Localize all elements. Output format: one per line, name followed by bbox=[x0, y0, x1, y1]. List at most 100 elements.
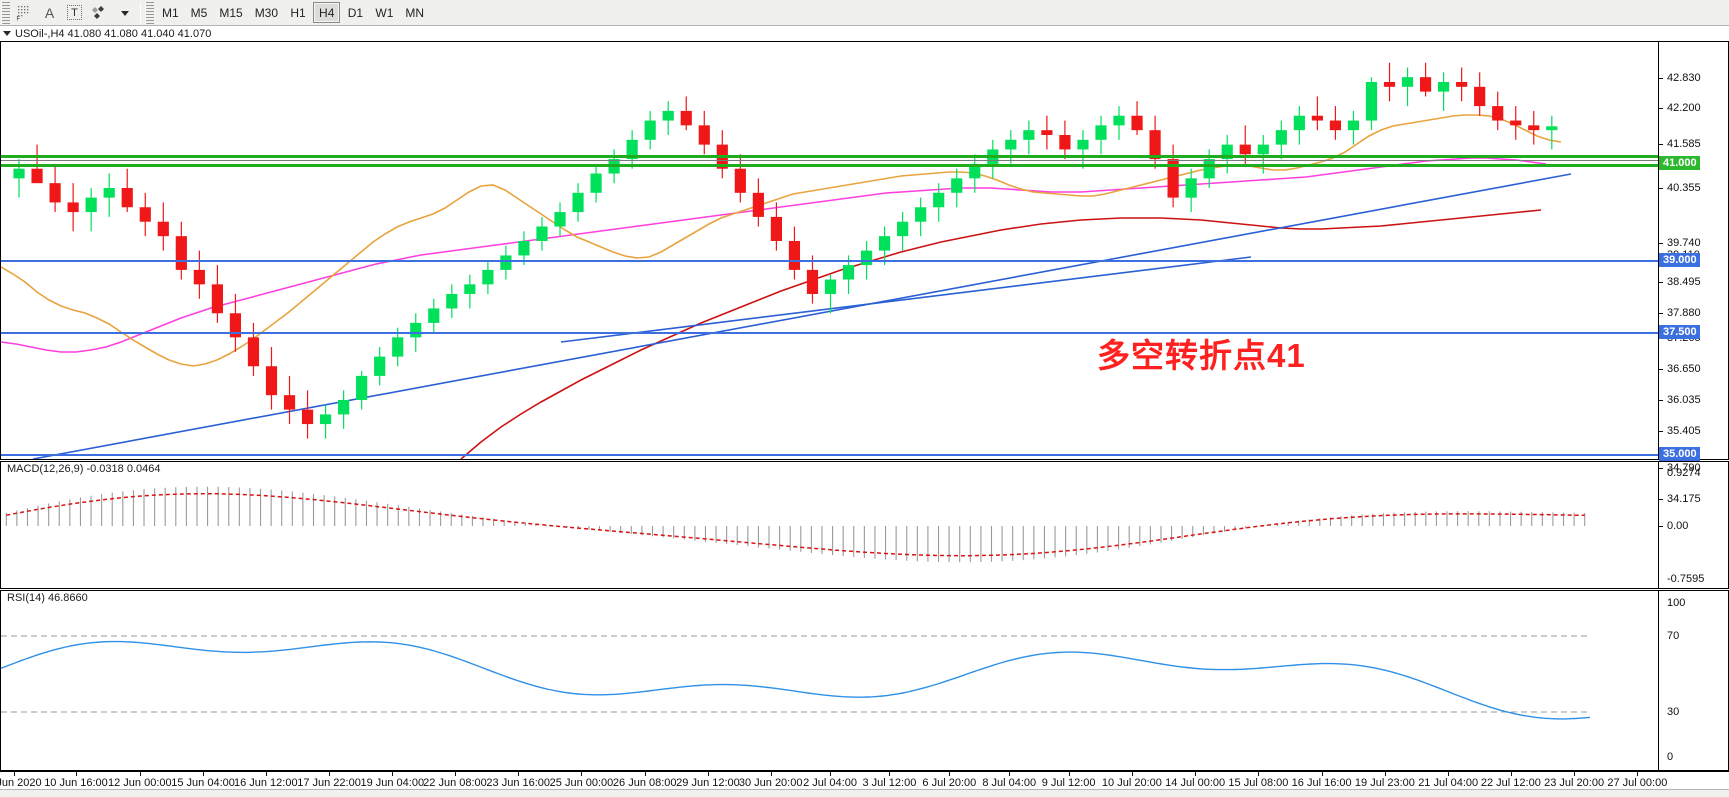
candle-body bbox=[31, 168, 43, 184]
candle-body bbox=[626, 139, 638, 160]
candle-body bbox=[698, 125, 710, 145]
candle-body bbox=[554, 212, 566, 227]
rsi-tick: 0 bbox=[1667, 751, 1674, 763]
timeframe-mn[interactable]: MN bbox=[405, 5, 425, 20]
candle-body bbox=[13, 168, 25, 179]
level-line-current-price bbox=[1, 160, 1658, 161]
candle-body bbox=[1095, 125, 1107, 140]
candle-body bbox=[644, 120, 656, 140]
timeframe-h1[interactable]: H1 bbox=[290, 5, 306, 20]
timeframe-m1[interactable]: M1 bbox=[162, 5, 179, 20]
candle-body bbox=[464, 284, 476, 294]
trendline-ascending bbox=[32, 173, 1572, 459]
candle-body bbox=[572, 192, 584, 213]
price-tag-39000: 39.000 bbox=[1659, 253, 1700, 267]
macd-tick: -0.7595 bbox=[1667, 573, 1705, 585]
time-axis-label: 30 Jun 20:00 bbox=[738, 777, 803, 789]
time-axis-label: 2 Jul 04:00 bbox=[803, 777, 857, 789]
collapse-chevron-icon[interactable] bbox=[3, 31, 11, 36]
timeframe-m5[interactable]: M5 bbox=[190, 5, 208, 20]
price-tick: 40.355 bbox=[1658, 182, 1701, 194]
rsi-axis-background bbox=[1658, 591, 1728, 770]
candle-body bbox=[1365, 81, 1378, 121]
timeframe-m30[interactable]: M30 bbox=[254, 5, 279, 20]
rsi-tick: 70 bbox=[1667, 630, 1680, 642]
rsi-axis: 100 70 30 0 bbox=[1658, 591, 1728, 770]
candle-body bbox=[1419, 77, 1432, 92]
time-axis-label: 9 Jun 2020 bbox=[0, 777, 42, 789]
time-tick-mark bbox=[139, 772, 141, 776]
time-axis-label: 14 Jul 00:00 bbox=[1165, 777, 1226, 789]
candle-body bbox=[356, 375, 368, 400]
level-line-37500 bbox=[1, 332, 1658, 334]
time-tick-mark bbox=[949, 772, 951, 776]
price-axis[interactable]: 42.830 42.200 41.585 40.355 39.740 39.11… bbox=[1658, 42, 1728, 505]
candle-body bbox=[49, 183, 61, 203]
candle-body bbox=[897, 221, 909, 237]
candle-body bbox=[1185, 178, 1197, 198]
candle-body bbox=[1113, 115, 1125, 126]
price-tick: 36.650 bbox=[1658, 363, 1701, 375]
time-tick-mark bbox=[76, 772, 77, 776]
candle-body bbox=[121, 187, 133, 208]
candle-body bbox=[1456, 81, 1468, 87]
candle-body bbox=[879, 236, 891, 251]
time-tick-mark bbox=[1009, 772, 1011, 776]
candle-body bbox=[1167, 159, 1179, 198]
candle-body bbox=[247, 337, 260, 367]
time-tick-mark bbox=[1321, 772, 1323, 776]
price-plot-area[interactable] bbox=[1, 42, 1728, 459]
macd-plot-area[interactable] bbox=[1, 462, 1728, 588]
candle-body bbox=[139, 207, 151, 222]
svg-text:F: F bbox=[17, 17, 21, 22]
time-tick-mark bbox=[329, 772, 331, 776]
dropdown-arrow-icon[interactable] bbox=[113, 2, 136, 24]
time-tick-mark bbox=[454, 772, 456, 776]
candle-body bbox=[770, 216, 782, 241]
toolbar-grip-1[interactable] bbox=[1, 1, 10, 24]
toolbar-grip-2[interactable] bbox=[145, 1, 154, 24]
time-axis-label: 6 Jul 20:00 bbox=[922, 777, 977, 789]
time-axis-label: 19 Jun 04:00 bbox=[360, 777, 425, 789]
symbol-info-bar: USOil-,H4 41.080 41.080 41.040 41.070 bbox=[0, 27, 1729, 40]
time-axis-label: 29 Jun 12:00 bbox=[676, 777, 740, 789]
macd-indicator-panel[interactable]: MACD(12,26,9) -0.0318 0.0464 0.9274 0.00… bbox=[0, 461, 1729, 589]
price-tick: 42.830 bbox=[1658, 72, 1701, 84]
candle-body bbox=[824, 279, 837, 294]
candle-body bbox=[933, 192, 945, 208]
crosshair-icon[interactable]: F bbox=[13, 2, 36, 24]
candle-body bbox=[1474, 86, 1486, 107]
time-tick-mark bbox=[518, 772, 520, 776]
candlestick-series bbox=[13, 62, 1558, 439]
candle-body bbox=[301, 409, 314, 425]
time-axis-label: 10 Jul 20:00 bbox=[1101, 777, 1162, 789]
time-axis-label: 10 Jun 16:00 bbox=[44, 777, 108, 789]
timeframe-h4[interactable]: H4 bbox=[313, 2, 341, 23]
candle-body bbox=[1257, 144, 1269, 155]
time-tick-mark bbox=[203, 772, 205, 776]
time-tick-mark bbox=[1574, 772, 1576, 776]
price-chart-panel[interactable]: 42.830 42.200 41.585 40.355 39.740 39.11… bbox=[0, 41, 1729, 505]
price-tag-37500: 37.500 bbox=[1659, 325, 1700, 339]
timeframe-m15[interactable]: M15 bbox=[219, 5, 243, 20]
rsi-plot-area[interactable] bbox=[1, 591, 1728, 770]
candle-body bbox=[969, 163, 981, 179]
text-box-icon[interactable]: T bbox=[63, 2, 86, 24]
candle-body bbox=[265, 366, 278, 396]
timeframe-d1[interactable]: D1 bbox=[347, 5, 364, 20]
price-tick: 34.790 bbox=[1658, 462, 1701, 474]
price-series-svg bbox=[1, 62, 1572, 459]
rsi-tick: 100 bbox=[1667, 597, 1686, 609]
timeframe-w1[interactable]: W1 bbox=[375, 5, 394, 20]
candle-body bbox=[518, 240, 530, 256]
time-axis-label: 15 Jun 04:00 bbox=[171, 777, 235, 789]
time-axis-label: 22 Jul 12:00 bbox=[1480, 777, 1541, 789]
candle-body bbox=[85, 197, 97, 213]
candle-body bbox=[446, 293, 458, 309]
objects-icon[interactable] bbox=[88, 2, 111, 24]
time-tick-mark bbox=[707, 772, 709, 776]
text-label-A-icon[interactable]: A bbox=[38, 2, 61, 24]
macd-series-svg bbox=[5, 486, 1586, 563]
candle-body bbox=[410, 322, 422, 338]
rsi-indicator-panel[interactable]: RSI(14) 46.8660 100 70 30 0 bbox=[0, 590, 1729, 771]
